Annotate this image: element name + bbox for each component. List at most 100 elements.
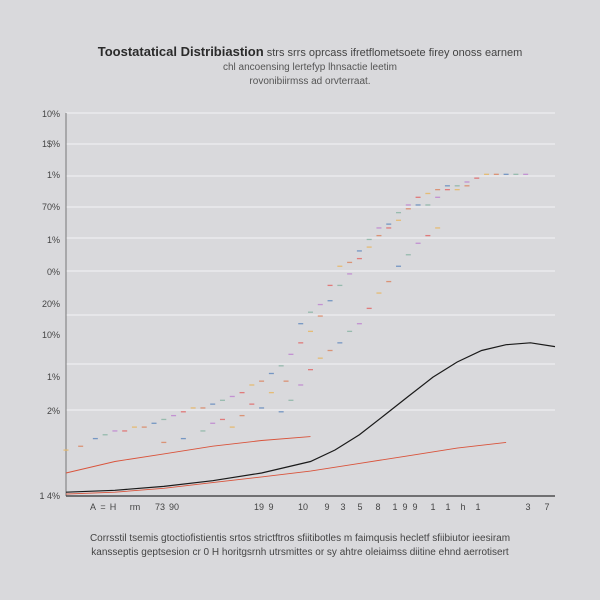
data-point	[415, 204, 421, 206]
data-point	[278, 411, 284, 413]
data-point	[337, 342, 343, 344]
x-tick-label: 8	[375, 502, 380, 512]
chart-subtitle-line-1: chl ancoensing lertefyp lhnsactie leetim	[223, 62, 397, 73]
series-line	[65, 441, 507, 495]
chart-caption: Corrsstil tsemis gtoctiofistientis srtos…	[40, 532, 560, 560]
data-point	[317, 315, 323, 317]
data-point	[278, 365, 284, 367]
data-point	[356, 250, 362, 252]
data-point	[141, 426, 147, 428]
data-point	[464, 185, 470, 187]
data-point	[513, 173, 519, 175]
data-point	[180, 437, 186, 440]
series-line	[65, 436, 311, 474]
data-point	[219, 418, 225, 421]
y-tick-label: 1$%	[42, 139, 60, 149]
data-point	[327, 349, 333, 352]
data-point	[444, 185, 450, 187]
data-point	[337, 265, 343, 267]
chart-subtitle-line-2: rovonibiirmss ad orvterraat.	[249, 76, 371, 87]
x-tick-label: 1	[392, 502, 397, 512]
data-point	[327, 300, 333, 302]
x-tick-label: 73	[155, 502, 165, 512]
data-point	[317, 357, 323, 359]
data-point	[425, 204, 431, 206]
data-point	[347, 261, 353, 264]
data-point	[298, 323, 304, 325]
data-point	[288, 353, 294, 355]
data-point	[425, 234, 431, 237]
data-point	[268, 391, 274, 394]
x-tick-label: =	[100, 502, 105, 512]
x-tick-label: 9	[412, 502, 417, 512]
chart-title-line: Toostatatical Distribiastion strs srrs o…	[60, 44, 560, 61]
data-point	[337, 284, 343, 287]
data-point	[454, 185, 460, 187]
data-point	[484, 173, 490, 175]
data-point	[425, 192, 431, 195]
data-point	[405, 254, 411, 256]
data-point	[317, 303, 323, 306]
data-point	[308, 330, 313, 333]
data-point	[288, 399, 294, 401]
x-tick-label: 10	[298, 502, 308, 512]
data-point	[454, 189, 460, 191]
data-point	[112, 430, 118, 432]
data-point	[219, 399, 225, 401]
x-tick-label: 1	[445, 502, 450, 512]
data-point	[356, 257, 362, 260]
x-tick-label: A	[90, 502, 96, 512]
y-tick-label: 10%	[42, 109, 60, 119]
y-tick-label: 10%	[42, 330, 60, 340]
data-point	[249, 403, 255, 405]
data-point	[386, 223, 392, 225]
x-tick-label: 3	[525, 502, 530, 512]
y-tick-label: 0%	[47, 267, 60, 277]
x-tick-label: 1	[475, 502, 480, 512]
data-point	[396, 219, 402, 221]
data-point	[366, 246, 372, 248]
y-tick-label: 1%	[47, 170, 60, 180]
data-point	[171, 414, 177, 417]
data-point	[327, 284, 333, 287]
data-point	[376, 292, 382, 294]
data-point	[435, 196, 441, 198]
data-point	[200, 407, 206, 409]
data-point	[161, 418, 167, 421]
data-point	[356, 323, 362, 325]
x-tick-label: 7	[544, 502, 549, 512]
y-tick-label: 2%	[47, 406, 60, 416]
data-point	[298, 342, 304, 344]
data-point	[259, 380, 265, 382]
x-tick-label: 1	[430, 502, 435, 512]
x-tick-label: 9	[268, 502, 273, 512]
data-point	[347, 273, 353, 275]
data-point	[210, 422, 216, 424]
data-point	[268, 372, 274, 375]
data-point	[151, 422, 157, 424]
x-tick-label: rm	[130, 502, 141, 512]
data-point	[435, 227, 441, 229]
data-point	[229, 426, 235, 428]
x-tick-label: 5	[357, 502, 362, 512]
data-point	[92, 437, 98, 440]
y-tick-label: 1 4%	[39, 491, 60, 501]
data-point	[366, 307, 372, 310]
y-tick-label: 20%	[42, 299, 60, 309]
data-point	[376, 227, 382, 229]
data-point	[283, 380, 289, 382]
data-point	[503, 173, 509, 175]
x-tick-label: 9	[324, 502, 329, 512]
data-point	[308, 369, 313, 371]
data-point	[523, 173, 529, 175]
x-tick-label: H	[110, 502, 117, 512]
data-point	[435, 189, 441, 191]
chart-title: Toostatatical Distribiastion	[97, 44, 264, 59]
caption-line-2: kansseptis geptsesion cr 0 H horitgsrnh …	[91, 547, 509, 558]
data-point	[493, 173, 499, 175]
chart-title-block: Toostatatical Distribiastion strs srrs o…	[60, 44, 560, 89]
data-point	[239, 391, 245, 394]
data-point	[78, 445, 84, 447]
data-point	[376, 234, 382, 237]
